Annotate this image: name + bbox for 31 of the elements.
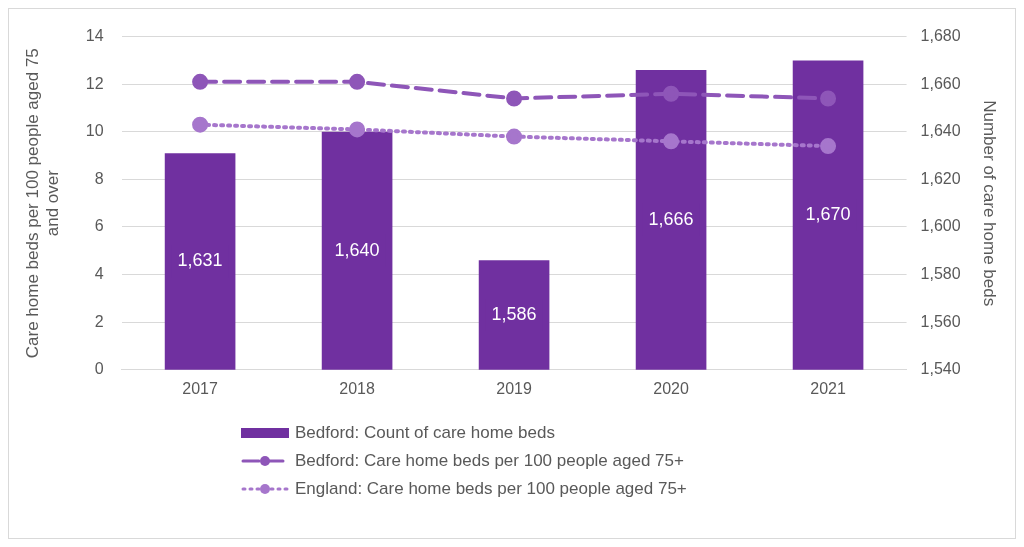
data-label: 1,670 xyxy=(805,204,851,225)
data-label: 1,631 xyxy=(177,250,223,271)
y-tick-label: 12 xyxy=(85,74,104,92)
y2-tick-label: 1,620 xyxy=(920,169,961,187)
y2-axis-title: Number of care home beds xyxy=(980,100,1000,307)
y2-tick-label: 1,540 xyxy=(920,360,961,378)
y2-tick-label: 1,600 xyxy=(920,217,961,235)
y2-tick-label: 1,680 xyxy=(920,27,961,45)
y-tick-label: 4 xyxy=(94,265,104,283)
x-tick-label: 2017 xyxy=(182,379,218,397)
y2-tick-label: 1,560 xyxy=(920,312,961,330)
data-label: 1,586 xyxy=(491,304,537,325)
data-label: 1,640 xyxy=(334,239,380,260)
data-label: 1,666 xyxy=(648,208,694,229)
legend-label: Bedford: Care home beds per 100 people aged 75+ xyxy=(295,451,684,471)
legend-label: England: Care home beds per 100 people aged 75+ xyxy=(295,479,687,499)
y-tick-label: 2 xyxy=(94,312,104,330)
y-axis-title: Care home beds per 100 people aged 75 and over xyxy=(22,48,63,359)
y2-tick-label: 1,660 xyxy=(920,74,961,92)
x-tick-label: 2018 xyxy=(339,379,375,397)
x-tick-label: 2021 xyxy=(810,379,846,397)
y-tick-label: 10 xyxy=(85,122,104,140)
y2-tick-label: 1,580 xyxy=(920,265,961,283)
x-tick-label: 2020 xyxy=(653,379,689,397)
x-tick-label: 2019 xyxy=(496,379,532,397)
y-tick-label: 14 xyxy=(85,27,104,45)
y-tick-label: 8 xyxy=(94,169,104,187)
legend-label: Bedford: Count of care home beds xyxy=(295,423,555,443)
y-tick-label: 6 xyxy=(94,217,104,235)
y2-tick-label: 1,640 xyxy=(920,122,961,140)
y-tick-label: 0 xyxy=(94,360,104,378)
